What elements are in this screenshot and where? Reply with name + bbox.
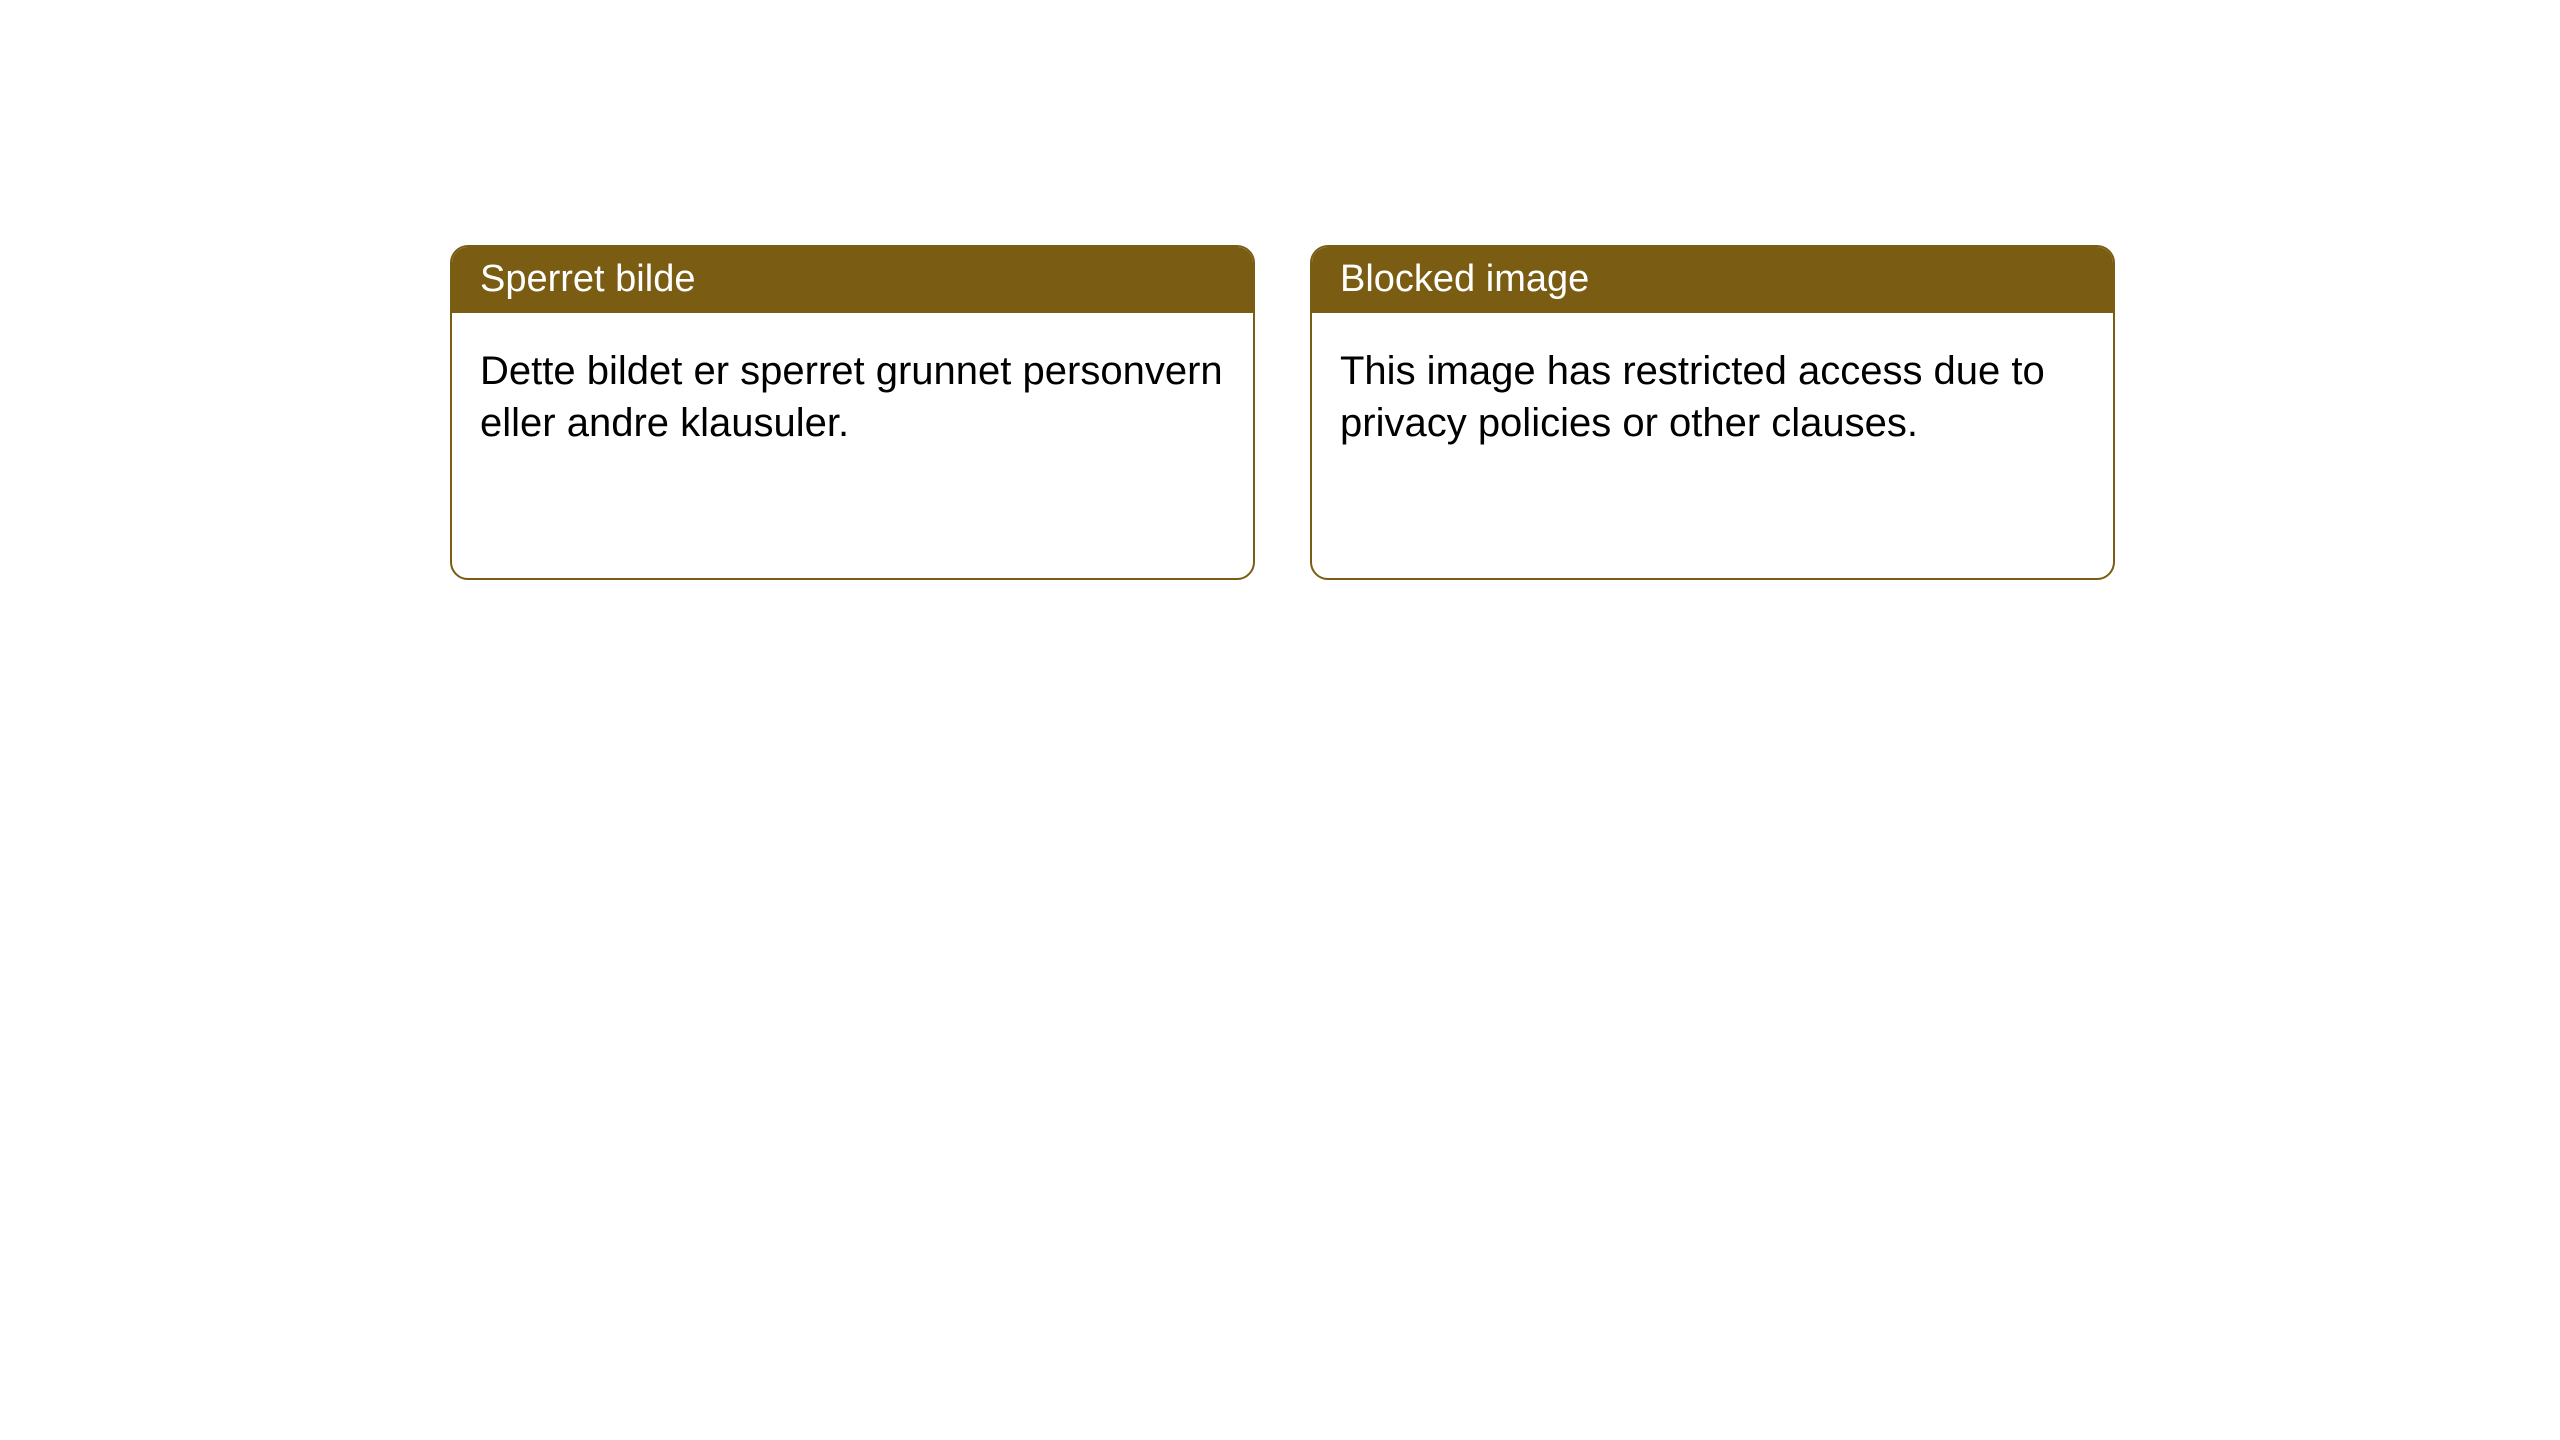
notice-body: This image has restricted access due to … bbox=[1312, 313, 2113, 481]
notice-title: Sperret bilde bbox=[480, 258, 695, 300]
notice-message: This image has restricted access due to … bbox=[1340, 349, 2045, 445]
notice-message: Dette bildet er sperret grunnet personve… bbox=[480, 349, 1223, 445]
notice-container: Sperret bilde Dette bildet er sperret gr… bbox=[450, 245, 2115, 580]
notice-header: Blocked image bbox=[1312, 247, 2113, 313]
notice-body: Dette bildet er sperret grunnet personve… bbox=[452, 313, 1253, 481]
notice-header: Sperret bilde bbox=[452, 247, 1253, 313]
notice-card-english: Blocked image This image has restricted … bbox=[1310, 245, 2115, 580]
notice-title: Blocked image bbox=[1340, 258, 1589, 300]
notice-card-norwegian: Sperret bilde Dette bildet er sperret gr… bbox=[450, 245, 1255, 580]
